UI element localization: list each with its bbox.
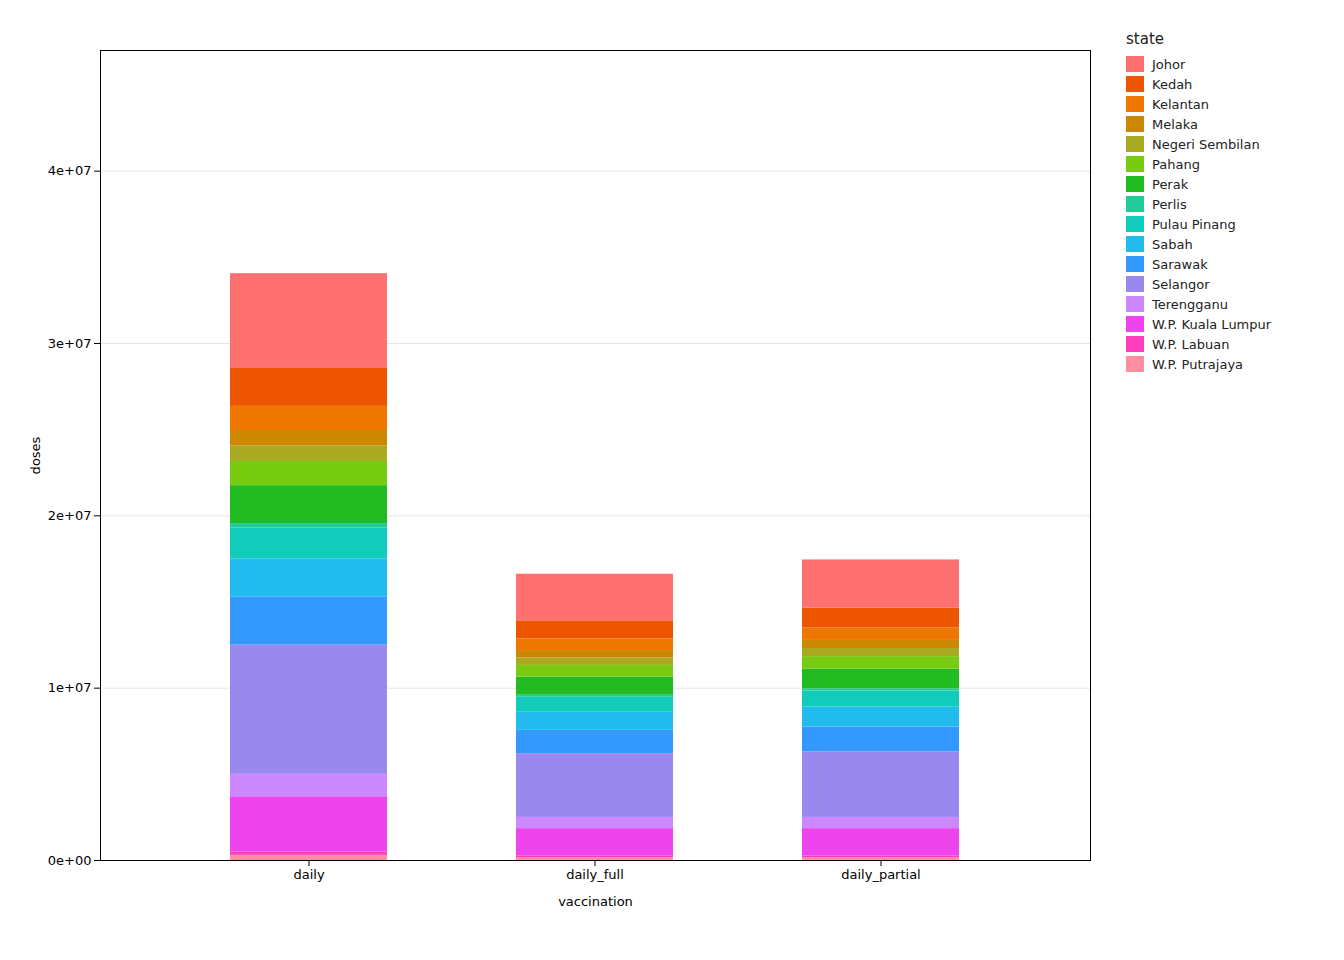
html-text:Terengganu: Terengganu bbox=[1152, 296, 1228, 312]
svg-text:2e+07: 2e+07 bbox=[48, 508, 92, 523]
html-text:state: state bbox=[1126, 30, 1164, 48]
html-text:Sarawak: Sarawak bbox=[1152, 256, 1208, 272]
svg-text:daily_partial: daily_partial bbox=[841, 867, 921, 882]
html-text:Sabah: Sabah bbox=[1152, 236, 1193, 252]
html-text:W.P. Putrajaya: W.P. Putrajaya bbox=[1152, 356, 1244, 372]
html-text:Perak: Perak bbox=[1152, 176, 1189, 192]
html-text:W.P. Kuala Lumpur: W.P. Kuala Lumpur bbox=[1152, 316, 1272, 332]
svg-text:doses: doses bbox=[28, 436, 43, 474]
html-text:Johor: Johor bbox=[1152, 56, 1186, 72]
svg-text:daily_full: daily_full bbox=[566, 867, 624, 882]
svg-text:1e+07: 1e+07 bbox=[48, 680, 92, 695]
html-text:Selangor: Selangor bbox=[1152, 276, 1210, 292]
html-text:W.P. Labuan: W.P. Labuan bbox=[1152, 336, 1230, 352]
svg-text:vaccination: vaccination bbox=[558, 894, 633, 909]
svg-text:daily: daily bbox=[293, 867, 324, 882]
html-text:Negeri Sembilan: Negeri Sembilan bbox=[1152, 136, 1260, 152]
html-text:Kedah: Kedah bbox=[1152, 76, 1193, 92]
html-text:Perlis: Perlis bbox=[1152, 196, 1187, 212]
svg-text:4e+07: 4e+07 bbox=[48, 163, 92, 178]
html-text:Melaka: Melaka bbox=[1152, 116, 1199, 132]
html-text:Pahang: Pahang bbox=[1152, 156, 1200, 172]
svg-text:3e+07: 3e+07 bbox=[48, 336, 92, 351]
html-text:Kelantan: Kelantan bbox=[1152, 96, 1209, 112]
svg-text:0e+00: 0e+00 bbox=[48, 853, 92, 868]
html-text:Pulau Pinang: Pulau Pinang bbox=[1152, 216, 1236, 232]
